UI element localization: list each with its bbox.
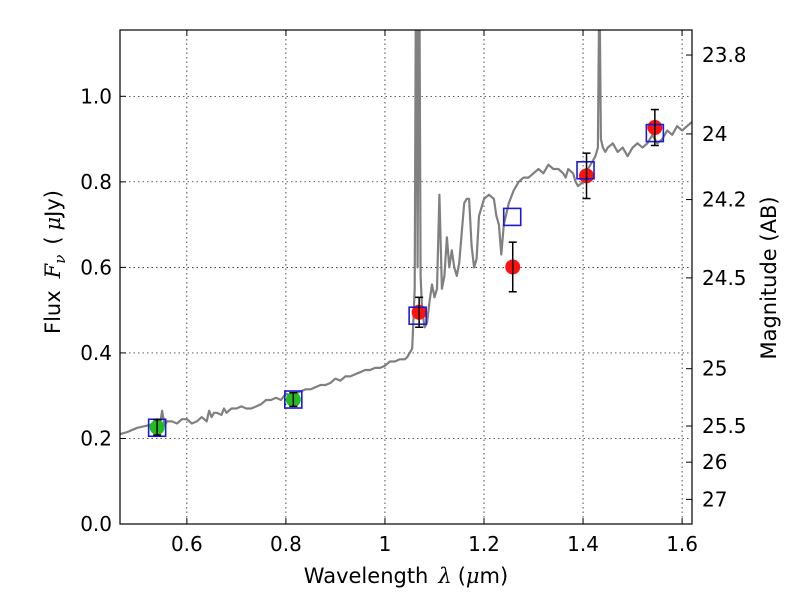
x-tick-label: 1.6: [666, 532, 698, 556]
magnitude-tick-label: 25: [702, 357, 727, 381]
plot-area: [120, 30, 692, 524]
magnitude-tick-label: 23.8: [702, 43, 747, 67]
y-tick-label: 0.6: [80, 255, 112, 279]
magnitude-tick-label: 24.5: [702, 266, 747, 290]
x-tick-label: 1.4: [567, 532, 599, 556]
plot-frame: [119, 29, 693, 525]
data-series: [120, 30, 692, 438]
magnitude-tick-label: 24.2: [702, 188, 747, 212]
magnitude-tick-label: 25.5: [702, 414, 747, 438]
spectrum-line: [120, 30, 692, 436]
x-tick-label: 1.2: [468, 532, 500, 556]
model-square: [502, 207, 522, 227]
x-tick-label: 0.6: [171, 532, 203, 556]
y-tick-label: 0.4: [80, 341, 112, 365]
magnitude-tick-label: 27: [702, 487, 727, 511]
y-tick-label: 0.0: [80, 512, 112, 536]
model-square: [576, 160, 595, 180]
y-axis-label: FluxFν(μJy): [41, 190, 69, 334]
y-tick-label: 0.8: [80, 170, 112, 194]
axes: 0.6 0.8 1 1.2 1.4 1.6 0.0 0.2 0.4 0.6 0.8 1.0 23.8 24…: [80, 30, 747, 556]
model-square: [284, 390, 303, 409]
x-axis-label: Wavelength λ (μm): [304, 564, 508, 588]
model-square: [408, 306, 427, 326]
magnitude-tick-label: 24: [702, 122, 727, 146]
magnitude-axis-label: Magnitude (AB): [757, 196, 781, 359]
x-tick-label: 0.8: [270, 532, 302, 556]
y-tick-label: 0.2: [80, 426, 112, 450]
x-tick-label: 1: [379, 532, 392, 556]
magnitude-tick-label: 26: [702, 450, 727, 474]
y-tick-label: 1.0: [80, 84, 112, 108]
